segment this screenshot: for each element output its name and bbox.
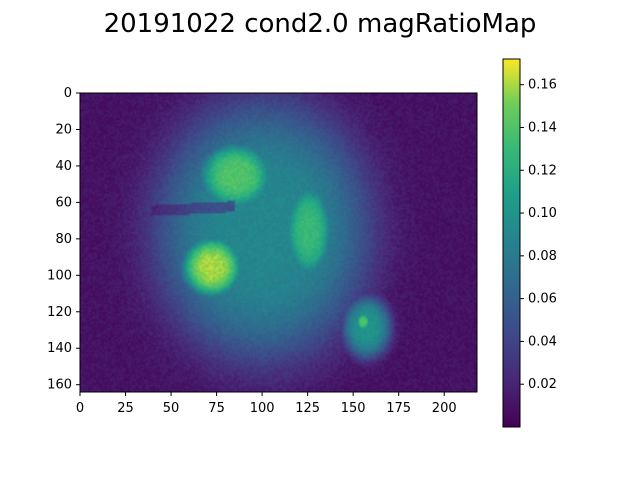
heatmap-image [80,93,477,392]
x-tick-label: 150 [341,401,366,416]
x-axis-ticks: 0 25 50 75 100 125 150 175 200 [76,392,457,416]
colorbar-tick-label: 0.06 [528,292,557,307]
colorbar: 0.02 0.04 0.06 0.08 0.10 0.12 0.14 0.16 [502,58,557,428]
y-tick-label: 40 [55,159,72,174]
x-tick-label: 200 [432,401,457,416]
y-tick-label: 60 [55,195,72,210]
colorbar-tick-label: 0.16 [528,78,557,93]
x-tick-label: 0 [76,401,84,416]
y-tick-label: 160 [47,378,72,393]
x-tick-label: 100 [250,401,275,416]
x-tick-label: 175 [386,401,411,416]
y-tick-label: 120 [47,305,72,320]
colorbar-tick-label: 0.02 [528,377,557,392]
plot-frame [79,92,478,393]
y-tick-label: 80 [55,232,72,247]
colorbar-ticks: 0.02 0.04 0.06 0.08 0.10 0.12 0.14 0.16 [520,78,557,392]
chart-title: 20191022 cond2.0 magRatioMap [104,9,537,39]
colorbar-tick-label: 0.04 [528,334,557,349]
colorbar-tick-label: 0.10 [528,206,557,221]
y-tick-label: 140 [47,341,72,356]
colorbar-tick-label: 0.12 [528,163,557,178]
x-tick-label: 25 [117,401,134,416]
x-tick-label: 50 [163,401,180,416]
heatmap-plot: 0 25 50 75 100 125 150 175 200 0 20 40 60 80 100 120 14… [47,86,478,416]
colorbar-tick-label: 0.08 [528,249,557,264]
y-tick-label: 100 [47,268,72,283]
colorbar-gradient [502,58,521,428]
x-tick-label: 125 [295,401,320,416]
x-tick-label: 75 [208,401,225,416]
colorbar-tick-label: 0.14 [528,120,557,135]
y-tick-label: 20 [55,122,72,137]
y-tick-label: 0 [64,86,72,101]
y-axis-ticks: 0 20 40 60 80 100 120 140 160 [47,86,80,393]
